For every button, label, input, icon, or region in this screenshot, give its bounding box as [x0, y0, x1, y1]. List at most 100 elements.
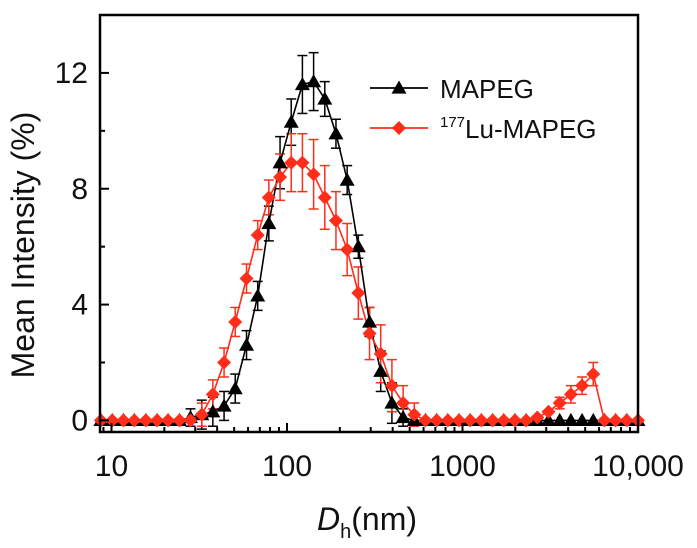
x-axis-ticks	[102, 423, 631, 432]
plot-frame	[98, 13, 640, 434]
markers-layer	[93, 74, 646, 428]
data-point-lu-mapeg	[418, 413, 433, 428]
x-tick-label: 10,000	[592, 450, 684, 483]
x-tick-label: 100	[262, 450, 312, 483]
data-point-mapeg	[373, 363, 389, 377]
legend-marker-lu-mapeg	[392, 121, 406, 135]
data-point-lu-mapeg	[474, 413, 489, 428]
data-point-lu-mapeg	[116, 413, 131, 428]
legend-label-lu-mapeg: 177Lu-MAPEG	[440, 114, 597, 144]
data-point-lu-mapeg	[496, 413, 511, 428]
data-point-mapeg	[552, 412, 568, 427]
data-point-lu-mapeg	[194, 407, 209, 422]
data-point-lu-mapeg	[138, 413, 153, 428]
data-point-lu-mapeg	[127, 413, 142, 428]
data-point-lu-mapeg	[373, 346, 388, 361]
data-point-mapeg	[294, 77, 310, 91]
data-point-lu-mapeg	[340, 242, 355, 257]
data-point-lu-mapeg	[429, 413, 444, 428]
data-point-mapeg	[216, 398, 232, 412]
y-tick-label: 8	[71, 173, 88, 206]
data-point-lu-mapeg	[295, 155, 310, 170]
y-tick-label: 4	[71, 289, 88, 322]
data-point-lu-mapeg	[384, 378, 399, 393]
data-point-lu-mapeg	[563, 387, 578, 402]
data-point-lu-mapeg	[239, 271, 254, 286]
legend-marker-mapeg	[391, 80, 407, 94]
data-point-lu-mapeg	[619, 413, 634, 428]
data-point-mapeg	[261, 216, 277, 230]
x-axis-title-unit: (nm)	[351, 501, 417, 537]
y-tick-label: 12	[55, 57, 88, 90]
data-point-lu-mapeg	[328, 213, 343, 228]
data-point-lu-mapeg	[228, 314, 243, 329]
data-point-lu-mapeg	[597, 413, 612, 428]
data-point-mapeg	[585, 412, 601, 427]
data-point-lu-mapeg	[485, 413, 500, 428]
data-point-mapeg	[205, 404, 221, 418]
data-point-mapeg	[239, 337, 255, 351]
data-point-lu-mapeg	[150, 413, 165, 428]
data-point-mapeg	[350, 239, 366, 253]
legend-item-lu-mapeg: 177Lu-MAPEG	[370, 114, 597, 144]
data-point-lu-mapeg	[205, 387, 220, 402]
data-point-lu-mapeg	[217, 355, 232, 370]
data-point-lu-mapeg	[362, 326, 377, 341]
data-point-lu-mapeg	[183, 413, 198, 428]
data-point-lu-mapeg	[541, 404, 556, 419]
data-point-lu-mapeg	[407, 407, 422, 422]
x-axis-title-symbol: D	[317, 501, 340, 537]
data-point-mapeg	[362, 314, 378, 328]
data-point-lu-mapeg	[463, 413, 478, 428]
data-point-mapeg	[250, 288, 266, 302]
data-point-mapeg	[563, 412, 579, 427]
data-point-mapeg	[317, 91, 333, 105]
data-point-lu-mapeg	[284, 155, 299, 170]
data-point-lu-mapeg	[519, 413, 534, 428]
data-point-mapeg	[328, 126, 344, 140]
y-axis-ticks	[100, 14, 109, 422]
error-bars-layer	[185, 51, 599, 430]
y-axis-tick-labels: 0 4 8 12	[55, 57, 88, 437]
x-axis-title-subscript: h	[340, 521, 351, 543]
x-axis-tick-labels: 10 100 1000 10,000	[95, 450, 684, 483]
data-point-lu-mapeg	[586, 367, 601, 382]
data-point-mapeg	[574, 412, 590, 427]
legend-item-mapeg: MAPEG	[370, 74, 534, 104]
data-point-mapeg	[283, 114, 299, 128]
data-point-lu-mapeg	[351, 286, 366, 300]
data-point-lu-mapeg	[273, 170, 288, 185]
data-point-lu-mapeg	[250, 228, 265, 243]
legend-label-lu-mapeg-sup: 177	[440, 114, 465, 131]
data-point-lu-mapeg	[575, 378, 590, 393]
data-point-lu-mapeg	[317, 190, 332, 205]
data-point-lu-mapeg	[552, 396, 567, 411]
legend-label-mapeg: MAPEG	[440, 74, 534, 104]
data-point-lu-mapeg	[161, 413, 176, 428]
y-tick-label: 0	[71, 404, 88, 437]
data-point-mapeg	[395, 410, 411, 424]
data-point-mapeg	[541, 412, 557, 427]
legend-label-lu-mapeg-main: Lu-MAPEG	[465, 114, 597, 144]
data-point-lu-mapeg	[608, 413, 623, 428]
data-point-lu-mapeg	[396, 396, 411, 411]
x-tick-label: 1000	[429, 450, 496, 483]
data-point-lu-mapeg	[507, 413, 522, 428]
data-point-lu-mapeg	[306, 167, 321, 182]
data-point-lu-mapeg	[440, 413, 455, 428]
y-axis-title: Mean Intensity (%)	[5, 112, 41, 379]
data-point-mapeg	[339, 172, 355, 186]
data-point-lu-mapeg	[530, 410, 545, 425]
data-point-mapeg	[227, 381, 243, 395]
x-tick-label: 10	[95, 450, 128, 483]
series-line-lu-mapeg	[100, 161, 638, 422]
data-point-lu-mapeg	[261, 190, 276, 205]
data-point-lu-mapeg	[105, 413, 120, 428]
x-axis-title: Dh(nm)	[317, 501, 417, 543]
data-point-mapeg	[272, 155, 288, 169]
data-point-mapeg	[384, 395, 400, 409]
data-point-lu-mapeg	[172, 413, 187, 428]
legend: MAPEG 177Lu-MAPEG	[370, 74, 597, 144]
data-point-mapeg	[306, 74, 322, 88]
